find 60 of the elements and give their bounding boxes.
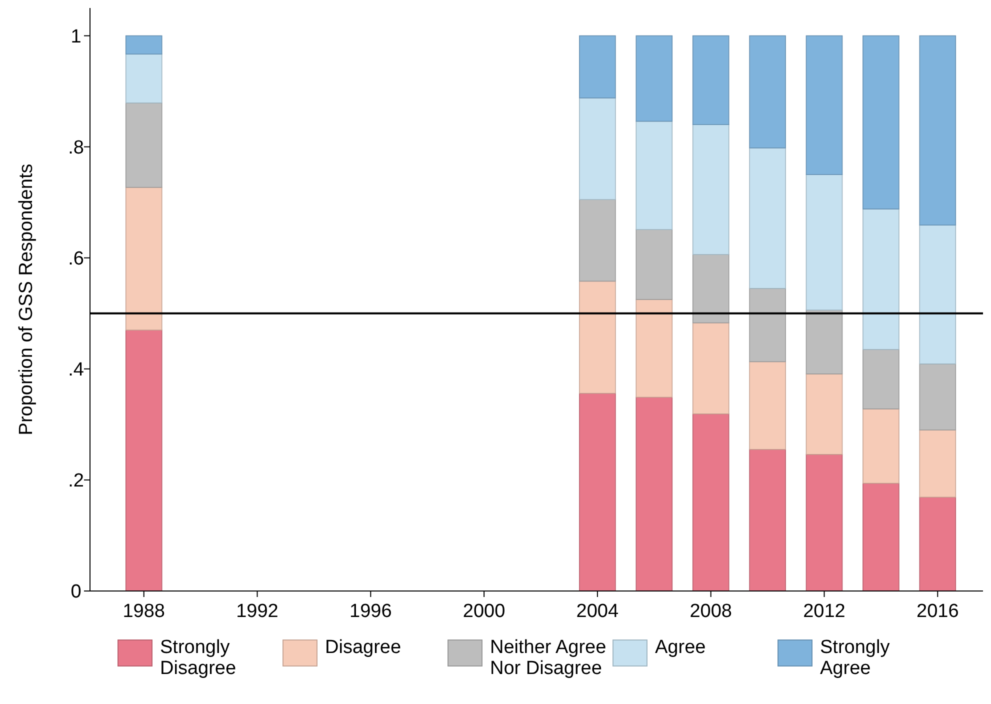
bar [125, 102, 162, 188]
x-tick-label: 2004 [576, 601, 620, 622]
y-tick-label: .6 [68, 248, 84, 270]
bar [862, 408, 900, 484]
x-tick-label: 1988 [122, 601, 166, 622]
bar [636, 120, 673, 230]
bar [636, 396, 673, 592]
bar [125, 35, 162, 54]
legend-label: Strongly Agree [820, 637, 890, 679]
bar [579, 199, 616, 282]
bar [749, 148, 786, 289]
legend-label: Neither Agree Nor Disagree [490, 637, 606, 679]
bar [749, 361, 786, 450]
bar [862, 349, 900, 410]
bar [806, 374, 843, 455]
x-tick-label: 2008 [690, 601, 732, 622]
bar [125, 54, 162, 104]
bar [806, 454, 843, 592]
bar [579, 392, 616, 592]
bar [125, 330, 162, 592]
bar [636, 299, 673, 398]
bar [692, 322, 730, 414]
bar [125, 186, 162, 330]
bar [636, 229, 673, 300]
y-tick-label: 0 [70, 582, 82, 603]
bar [862, 208, 900, 350]
y-tick-label: .8 [68, 137, 84, 158]
y-tick-label: .4 [68, 360, 84, 381]
bar [749, 449, 786, 592]
bar [919, 364, 956, 430]
bar [579, 98, 616, 200]
y-tick-label: .2 [68, 470, 84, 492]
x-tick-label: 1992 [236, 601, 278, 622]
x-tick-label: 1996 [350, 601, 392, 622]
bar [636, 35, 673, 122]
bar [919, 224, 956, 364]
y-axis-title: Proportion of GSS Respondents [16, 164, 37, 436]
bar [692, 254, 730, 324]
bar [692, 35, 730, 125]
y-tick-label: 1 [70, 26, 82, 48]
bar [919, 430, 956, 498]
x-tick-label: 2016 [916, 601, 959, 622]
x-tick-label: 2000 [462, 601, 506, 622]
bar [862, 35, 900, 210]
bar [749, 288, 786, 362]
bar [806, 310, 843, 374]
legend-label: Disagree [325, 637, 402, 658]
bar [862, 482, 900, 592]
bar [749, 35, 786, 148]
legend-label: Strongly Disagree [160, 637, 236, 679]
bar [692, 413, 730, 592]
bar [579, 280, 616, 394]
bar [919, 35, 956, 226]
bar [806, 174, 843, 310]
bar [692, 124, 730, 255]
bar [919, 496, 956, 592]
bar [579, 35, 616, 98]
legend-label: Agree [655, 637, 706, 658]
bar [806, 35, 843, 175]
x-tick-label: 2012 [803, 601, 846, 622]
